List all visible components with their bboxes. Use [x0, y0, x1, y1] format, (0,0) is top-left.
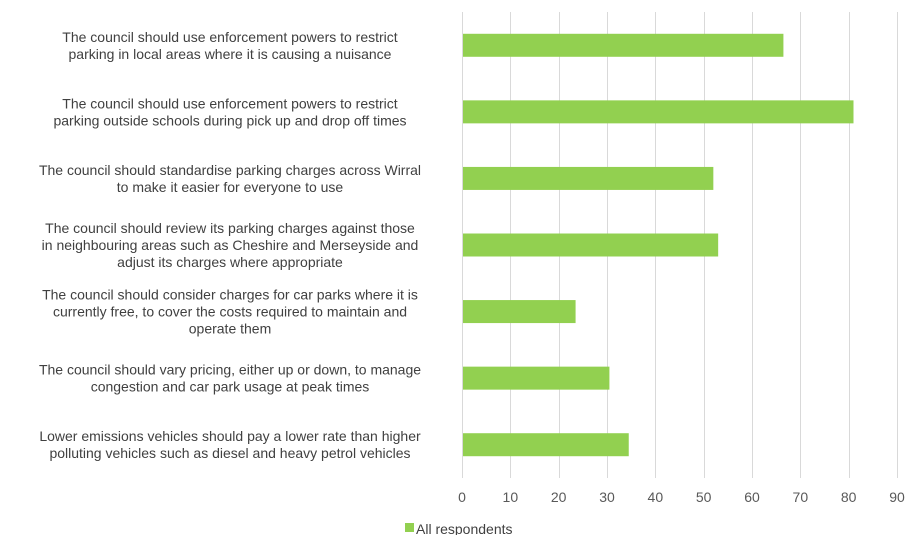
category-label-line: in neighbouring areas such as Cheshire a…: [42, 237, 419, 253]
bar: [463, 234, 718, 257]
bar: [463, 167, 713, 190]
category-label-line: to make it easier for everyone to use: [117, 179, 344, 195]
category-label-line: operate them: [189, 321, 272, 337]
x-tick-label: 50: [696, 489, 712, 505]
bar: [463, 100, 854, 123]
category-label-line: The council should use enforcement power…: [62, 95, 397, 111]
x-axis-ticks: 0 10 20 30 40 50 60 70 80 90: [458, 489, 905, 505]
category-labels: The council should use enforcement power…: [39, 29, 421, 461]
bar: [463, 367, 609, 390]
x-tick-label: 70: [793, 489, 809, 505]
category-label-line: The council should consider charges for …: [42, 287, 418, 303]
x-tick-label: 90: [889, 489, 905, 505]
category-label-line: congestion and car park usage at peak ti…: [91, 379, 370, 395]
category-label: The council should vary pricing, either …: [39, 362, 421, 395]
category-label: The council should review its parking ch…: [42, 220, 419, 270]
legend-label: All respondents: [416, 521, 513, 535]
x-tick-label: 20: [551, 489, 567, 505]
bars: [463, 34, 854, 456]
category-label-line: The council should vary pricing, either …: [39, 362, 421, 378]
bar: [463, 34, 783, 57]
category-label: The council should consider charges for …: [42, 287, 418, 337]
category-label-line: The council should use enforcement power…: [62, 29, 397, 45]
category-label-line: currently free, to cover the costs requi…: [53, 304, 407, 320]
category-label-line: The council should standardise parking c…: [39, 162, 421, 178]
x-tick-label: 10: [503, 489, 519, 505]
category-label: Lower emissions vehicles should pay a lo…: [39, 428, 421, 461]
x-tick-label: 30: [599, 489, 615, 505]
category-label-line: parking in local areas where it is causi…: [69, 46, 392, 62]
category-label-line: The council should review its parking ch…: [45, 220, 415, 236]
legend-swatch: [405, 523, 414, 532]
bar: [463, 433, 629, 456]
category-label-line: parking outside schools during pick up a…: [53, 112, 406, 128]
x-tick-label: 0: [458, 489, 466, 505]
category-label-line: polluting vehicles such as diesel and he…: [49, 445, 410, 461]
x-tick-label: 80: [841, 489, 857, 505]
category-label: The council should use enforcement power…: [62, 29, 397, 62]
category-label: The council should standardise parking c…: [39, 162, 421, 195]
category-label-line: adjust its charges where appropriate: [117, 254, 343, 270]
category-label: The council should use enforcement power…: [53, 95, 406, 128]
x-tick-label: 40: [648, 489, 664, 505]
category-label-line: Lower emissions vehicles should pay a lo…: [39, 428, 421, 444]
legend: All respondents: [405, 521, 513, 535]
x-tick-label: 60: [744, 489, 760, 505]
bar: [463, 300, 576, 323]
